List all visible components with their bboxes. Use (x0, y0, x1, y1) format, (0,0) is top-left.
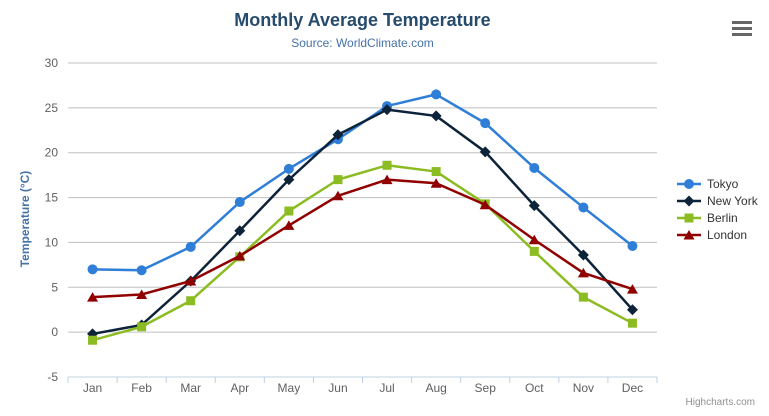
data-point-london-nov[interactable] (577, 267, 589, 278)
x-axis-label: Sep (475, 381, 497, 395)
legend-label-new-york: New York (707, 194, 759, 208)
legend-marker-berlin (684, 213, 694, 223)
y-axis-label: 15 (45, 191, 59, 205)
data-point-tokyo-apr[interactable] (234, 197, 245, 208)
y-axis-label: 5 (51, 280, 58, 294)
series-line-berlin[interactable] (91, 164, 634, 342)
x-axis-label: Jul (379, 381, 394, 395)
x-axis-label: Nov (573, 381, 594, 395)
data-point-london-sep[interactable] (479, 199, 491, 210)
legend-marker-london (683, 230, 695, 240)
data-point-tokyo-may[interactable] (283, 163, 294, 174)
y-axis-label: 30 (45, 56, 59, 70)
x-axis-label: Jun (328, 381, 347, 395)
series-tokyo (87, 89, 638, 276)
y-axis-label: 10 (45, 235, 59, 249)
legend-label-berlin: Berlin (707, 211, 738, 225)
legend-item-london[interactable]: London (677, 228, 747, 242)
data-point-london-dec[interactable] (626, 284, 638, 294)
legend-marker-tokyo (684, 179, 694, 189)
hamburger-menu-icon[interactable] (732, 21, 752, 36)
data-point-london-mar[interactable] (185, 276, 197, 286)
x-axis-label: Apr (230, 381, 249, 395)
series-line-new-york[interactable] (91, 108, 634, 336)
x-axis-label: Feb (131, 381, 152, 395)
series-london (87, 174, 638, 302)
data-point-london-jan[interactable] (87, 292, 99, 302)
data-point-new-york-sep[interactable] (479, 146, 491, 158)
data-point-tokyo-aug[interactable] (431, 89, 442, 100)
data-point-berlin-aug[interactable] (431, 167, 441, 177)
data-point-berlin-jan[interactable] (88, 335, 98, 345)
hamburger-bar (732, 33, 752, 36)
y-axis-label: -5 (47, 370, 58, 384)
data-point-tokyo-sep[interactable] (480, 118, 491, 129)
data-point-tokyo-nov[interactable] (578, 202, 589, 213)
data-point-london-apr[interactable] (234, 250, 246, 261)
data-point-new-york-may[interactable] (283, 174, 295, 186)
data-point-new-york-jun[interactable] (332, 129, 344, 141)
data-point-new-york-apr[interactable] (234, 225, 246, 237)
x-axis-label: May (278, 381, 301, 395)
hamburger-bar (732, 27, 752, 30)
legend-item-berlin[interactable]: Berlin (677, 211, 738, 225)
legend-item-new-york[interactable]: New York (677, 194, 759, 208)
series-line-tokyo[interactable] (91, 93, 634, 272)
data-point-london-jul[interactable] (381, 174, 393, 185)
data-point-new-york-jul[interactable] (381, 104, 393, 116)
data-point-tokyo-dec[interactable] (627, 241, 638, 252)
data-point-london-jun[interactable] (332, 190, 344, 201)
x-axis-label: Oct (525, 381, 544, 395)
x-axis-label: Dec (622, 381, 643, 395)
chart-subtitle: Source: WorldClimate.com (291, 36, 434, 50)
data-point-tokyo-mar[interactable] (185, 241, 196, 252)
data-point-tokyo-oct[interactable] (529, 162, 540, 173)
legend-label-tokyo: Tokyo (707, 177, 739, 191)
data-point-tokyo-feb[interactable] (136, 265, 147, 276)
series-new-york (87, 104, 638, 340)
x-axis-label: Jan (83, 381, 102, 395)
data-point-berlin-mar[interactable] (186, 296, 196, 306)
data-point-london-oct[interactable] (528, 234, 540, 245)
data-point-london-may[interactable] (283, 220, 295, 230)
y-axis-label: 0 (51, 325, 58, 339)
y-axis-label: 20 (45, 146, 59, 160)
hamburger-bar (732, 21, 752, 24)
legend-label-london: London (707, 228, 747, 242)
series-line-london[interactable] (91, 178, 634, 299)
data-point-berlin-jun[interactable] (333, 175, 343, 185)
credits-link[interactable]: Highcharts.com (685, 397, 755, 408)
legend-item-tokyo[interactable]: Tokyo (677, 177, 739, 191)
data-point-berlin-feb[interactable] (137, 322, 147, 332)
data-point-new-york-dec[interactable] (626, 304, 638, 316)
data-point-london-aug[interactable] (430, 178, 442, 188)
legend-marker-new-york (683, 195, 695, 207)
data-point-london-feb[interactable] (136, 289, 148, 299)
data-point-berlin-oct[interactable] (529, 246, 539, 256)
data-point-new-york-oct[interactable] (528, 200, 540, 212)
x-axis-label: Mar (180, 381, 201, 395)
y-axis-label: 25 (45, 101, 59, 115)
data-point-new-york-nov[interactable] (577, 249, 589, 261)
page-title: Monthly Average Temperature (234, 10, 491, 30)
x-axis-label: Aug (425, 381, 446, 395)
data-point-tokyo-jan[interactable] (87, 264, 98, 275)
data-point-berlin-dec[interactable] (627, 318, 637, 328)
data-point-berlin-jul[interactable] (382, 160, 392, 170)
data-point-berlin-may[interactable] (284, 206, 294, 216)
y-axis-title: Temperature (°C) (18, 170, 32, 268)
data-point-berlin-nov[interactable] (578, 292, 588, 302)
data-point-new-york-aug[interactable] (430, 110, 442, 122)
